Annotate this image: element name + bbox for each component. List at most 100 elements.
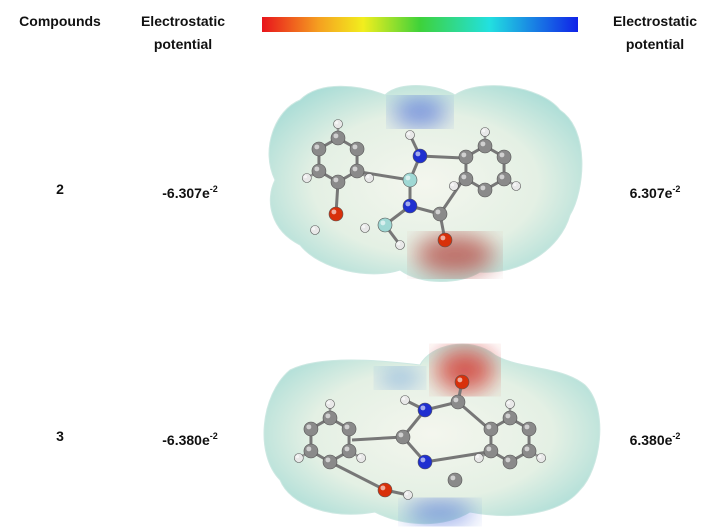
figure: {"header": {"compounds": "Compounds", "l… (0, 0, 720, 531)
atom-highlight (500, 174, 505, 179)
surface-2 (269, 86, 582, 282)
atom (302, 174, 311, 183)
atom (311, 226, 320, 235)
atom (403, 173, 417, 187)
atom (350, 164, 364, 178)
atom (474, 454, 483, 463)
atom-highlight (353, 166, 358, 171)
atom-highlight (405, 492, 408, 495)
atom (396, 241, 405, 250)
atom-highlight (325, 457, 330, 462)
atom (357, 454, 366, 463)
atom (334, 120, 343, 129)
atom (323, 411, 337, 425)
atom (481, 128, 490, 137)
atom-highlight (306, 424, 311, 429)
atom-highlight (525, 446, 530, 451)
atom-highlight (306, 446, 311, 451)
potential-base: 6.380e (630, 432, 673, 448)
atom (418, 455, 432, 469)
potential-base: -6.307e (162, 185, 209, 201)
atom (512, 182, 521, 191)
header-left-label: Electrostatic potential (128, 10, 238, 56)
atom-highlight (453, 397, 458, 402)
atom-highlight (345, 446, 350, 451)
atom-highlight (486, 446, 491, 451)
atom-highlight (525, 424, 530, 429)
atom-highlight (296, 455, 299, 458)
atom-highlight (461, 174, 466, 179)
atom-highlight (420, 457, 425, 462)
atom (304, 444, 318, 458)
potential-min: -6.380e-2 (135, 425, 245, 452)
atom (361, 224, 370, 233)
atom-highlight (366, 175, 369, 178)
atom-highlight (505, 457, 510, 462)
atom (438, 233, 452, 247)
atom-highlight (482, 129, 485, 132)
compound-number: 2 (5, 178, 115, 201)
atom (506, 400, 515, 409)
atom-highlight (353, 144, 358, 149)
atom-highlight (457, 377, 462, 382)
atom (378, 218, 392, 232)
atom-highlight (505, 413, 510, 418)
atom (418, 403, 432, 417)
atom-highlight (538, 455, 541, 458)
atom (342, 444, 356, 458)
atom (484, 444, 498, 458)
atom-highlight (327, 401, 330, 404)
potential-min: -6.307e-2 (135, 178, 245, 205)
atom-highlight (513, 183, 516, 186)
header-compounds: Compounds (5, 10, 115, 33)
atom (329, 207, 343, 221)
atom-highlight (480, 185, 485, 190)
atom-highlight (450, 475, 455, 480)
atom (331, 131, 345, 145)
atom-highlight (397, 242, 400, 245)
potential-base: -6.380e (162, 432, 209, 448)
atom-highlight (304, 175, 307, 178)
atom (350, 142, 364, 156)
atom (522, 444, 536, 458)
atom-highlight (335, 121, 338, 124)
atom-highlight (402, 397, 405, 400)
atom (312, 164, 326, 178)
atom-highlight (358, 455, 361, 458)
atom-highlight (405, 175, 410, 180)
atom-highlight (312, 227, 315, 230)
atom (497, 172, 511, 186)
atom (406, 131, 415, 140)
potential-max: 6.380e-2 (600, 425, 710, 452)
atom-highlight (314, 144, 319, 149)
atom-highlight (486, 424, 491, 429)
atom (449, 182, 458, 191)
atom (342, 422, 356, 436)
atom (331, 175, 345, 189)
atom (312, 142, 326, 156)
atom-highlight (507, 401, 510, 404)
atom (503, 411, 517, 425)
atom (522, 422, 536, 436)
color-bar (262, 17, 578, 32)
atom-highlight (333, 177, 338, 182)
atom (478, 183, 492, 197)
atom-highlight (325, 413, 330, 418)
potential-exponent: -2 (210, 431, 218, 441)
atom (478, 139, 492, 153)
atom-highlight (480, 141, 485, 146)
atom-highlight (331, 209, 336, 214)
atom (403, 199, 417, 213)
atom (497, 150, 511, 164)
atom-highlight (362, 225, 365, 228)
atom (404, 491, 413, 500)
atom-highlight (435, 209, 440, 214)
potential-base: 6.307e (630, 185, 673, 201)
atom-highlight (405, 201, 410, 206)
atom (484, 422, 498, 436)
atom-highlight (476, 455, 479, 458)
atom (326, 400, 335, 409)
atom-highlight (461, 152, 466, 157)
atom-highlight (345, 424, 350, 429)
atom (396, 430, 410, 444)
